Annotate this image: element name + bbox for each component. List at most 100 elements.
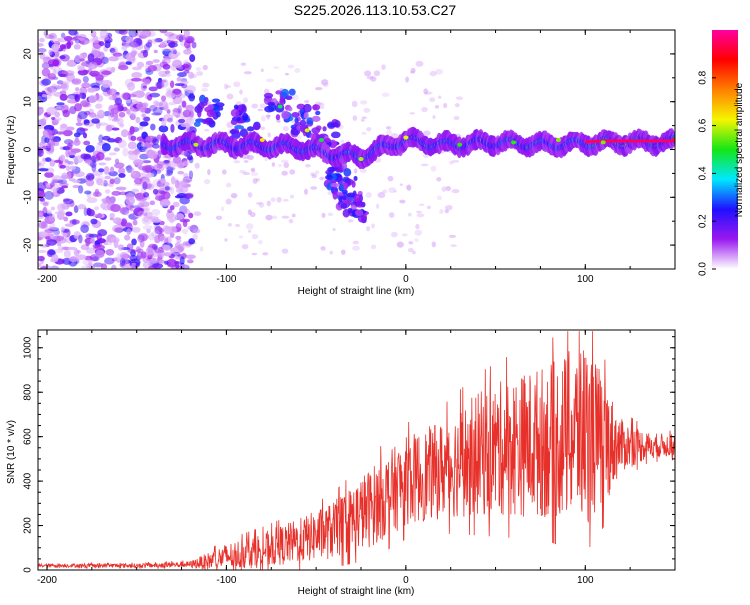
spectrogram-scatter-cell [343,168,352,177]
spectrogram-noise-cell [128,30,138,38]
spectrogram-noise-cell [123,265,132,269]
spectrogram-noise-cell [151,112,162,116]
spectrogram-noise-cell [85,179,95,187]
spectrogram-haze-cell [436,195,442,201]
spectrogram-haze-cell [366,127,372,132]
spectrogram-noise-cell [76,249,81,254]
spectrogram-noise-cell [60,83,68,89]
spectrogram-noise-cell [164,31,175,37]
spectrogram-haze-cell [260,68,264,73]
spectrogram-haze-cell [279,87,283,91]
spectrogram-noise-cell [118,139,127,149]
spectrogram-noise-cell [126,167,135,173]
spectrogram-noise-cell [125,222,133,228]
spectrogram-noise-cell [101,79,113,88]
spectrogram-noise-cell [48,227,60,232]
spectrogram-noise-cell [84,190,92,195]
spectrogram-noise-cell [86,263,95,269]
spectrogram-haze-cell [282,125,289,132]
spectrogram-noise-cell [38,249,47,254]
spectrogram-noise-cell [153,100,159,107]
spectrogram-haze-cell [271,215,278,220]
spectrogram-haze-cell [265,214,273,221]
spectrogram-haze-cell [318,177,326,180]
spectrogram-noise-cell [38,106,44,116]
spectrogram-noise-cell [151,231,158,238]
spectrogram-noise-cell [78,234,83,244]
spectrogram-noise-cell [45,87,52,95]
spectrogram-noise-cell [108,56,119,62]
spectrogram-noise-cell [129,125,135,135]
spectrogram-peak-cell [642,139,645,143]
spectrogram-noise-cell [59,124,67,132]
spectrogram-scatter-cell [329,139,337,149]
spectrogram-noise-cell [114,158,120,164]
spectrogram-haze-cell [273,66,280,69]
spectrogram-haze-cell [376,203,380,210]
spectrogram-noise-cell [90,87,100,92]
spectrogram-noise-cell [79,128,89,132]
spectrogram-haze-cell [243,160,249,163]
spectrogram-noise-cell [161,95,167,102]
spectrogram-haze-cell [204,128,210,132]
spectrogram-noise-cell [40,265,47,269]
spectrogram-noise-cell [151,143,160,149]
spectrogram-haze-cell [247,192,253,198]
spectrogram-haze-cell [360,100,368,105]
spectrogram-scatter-cell [325,174,333,180]
spectrogram-noise-cell [163,113,174,122]
spectrogram-peak-cell [594,139,597,143]
spectrogram-noise-cell [111,127,120,131]
spectrogram-noise-cell [66,61,77,67]
spectrogram-noise-cell [88,94,97,104]
spectrogram-peak-cell [624,139,627,143]
colorbar-tick-label: 0.2 [698,214,709,228]
spectrogram-noise-cell [167,225,177,234]
spectrogram-noise-cell [67,95,75,103]
spectrogram-noise-cell [77,185,84,194]
spectrogram-haze-cell [264,157,268,162]
spectrogram-haze-cell [390,231,398,238]
figure-title: S225.2026.113.10.53.C27 [294,2,457,18]
spectrogram-noise-cell [131,91,140,98]
spectrogram-haze-cell [267,132,271,138]
spectrogram-scatter-cell [330,122,340,128]
spectrogram-noise-cell [180,263,189,268]
spectrogram-haze-cell [199,245,204,252]
spectrogram-peak-cell [588,140,592,144]
spectrogram-noise-cell [129,41,140,48]
spectrogram-scatter-cell [340,202,348,209]
spectrogram-noise-cell [137,210,148,217]
spectrogram-noise-cell [77,204,87,210]
spectrogram-noise-cell [92,191,102,198]
spectrogram-noise-cell [107,138,116,143]
spectrogram-noise-cell [39,51,46,60]
spectrogram-noise-cell [175,235,182,240]
spectrogram-noise-cell [89,38,99,44]
spectrogram-scatter-cell [204,117,214,125]
spectrogram-haze-cell [422,153,429,159]
spectrogram-noise-cell [159,199,171,207]
spectrogram-noise-cell [90,218,98,225]
spectrogram-scatter-cell [311,127,321,134]
spectrogram-noise-cell [52,68,57,75]
spectrogram-noise-cell [103,242,113,246]
spectrogram-scatter-cell [281,110,290,120]
spectrogram-noise-cell [53,187,58,197]
spectrogram-noise-cell [136,102,147,110]
spectrogram-noise-cell [98,134,104,143]
spectrogram-scatter-cell [207,104,214,110]
spectrogram-noise-cell [180,160,191,164]
spectrogram-noise-cell [110,204,121,213]
spectrogram-scatter-cell [303,112,309,119]
spectrogram-haze-cell [283,162,290,169]
spectrogram-noise-cell [189,54,196,63]
spectrogram-noise-cell [177,72,187,78]
spectrogram-noise-cell [80,265,92,269]
spectrogram-haze-cell [196,71,204,76]
colorbar-tick-label: 0.4 [698,166,709,180]
spectrogram-noise-cell [64,223,75,227]
spectrogram-scatter-cell [214,102,225,108]
spectrogram-noise-cell [119,251,129,260]
snr-series-line [38,331,675,570]
